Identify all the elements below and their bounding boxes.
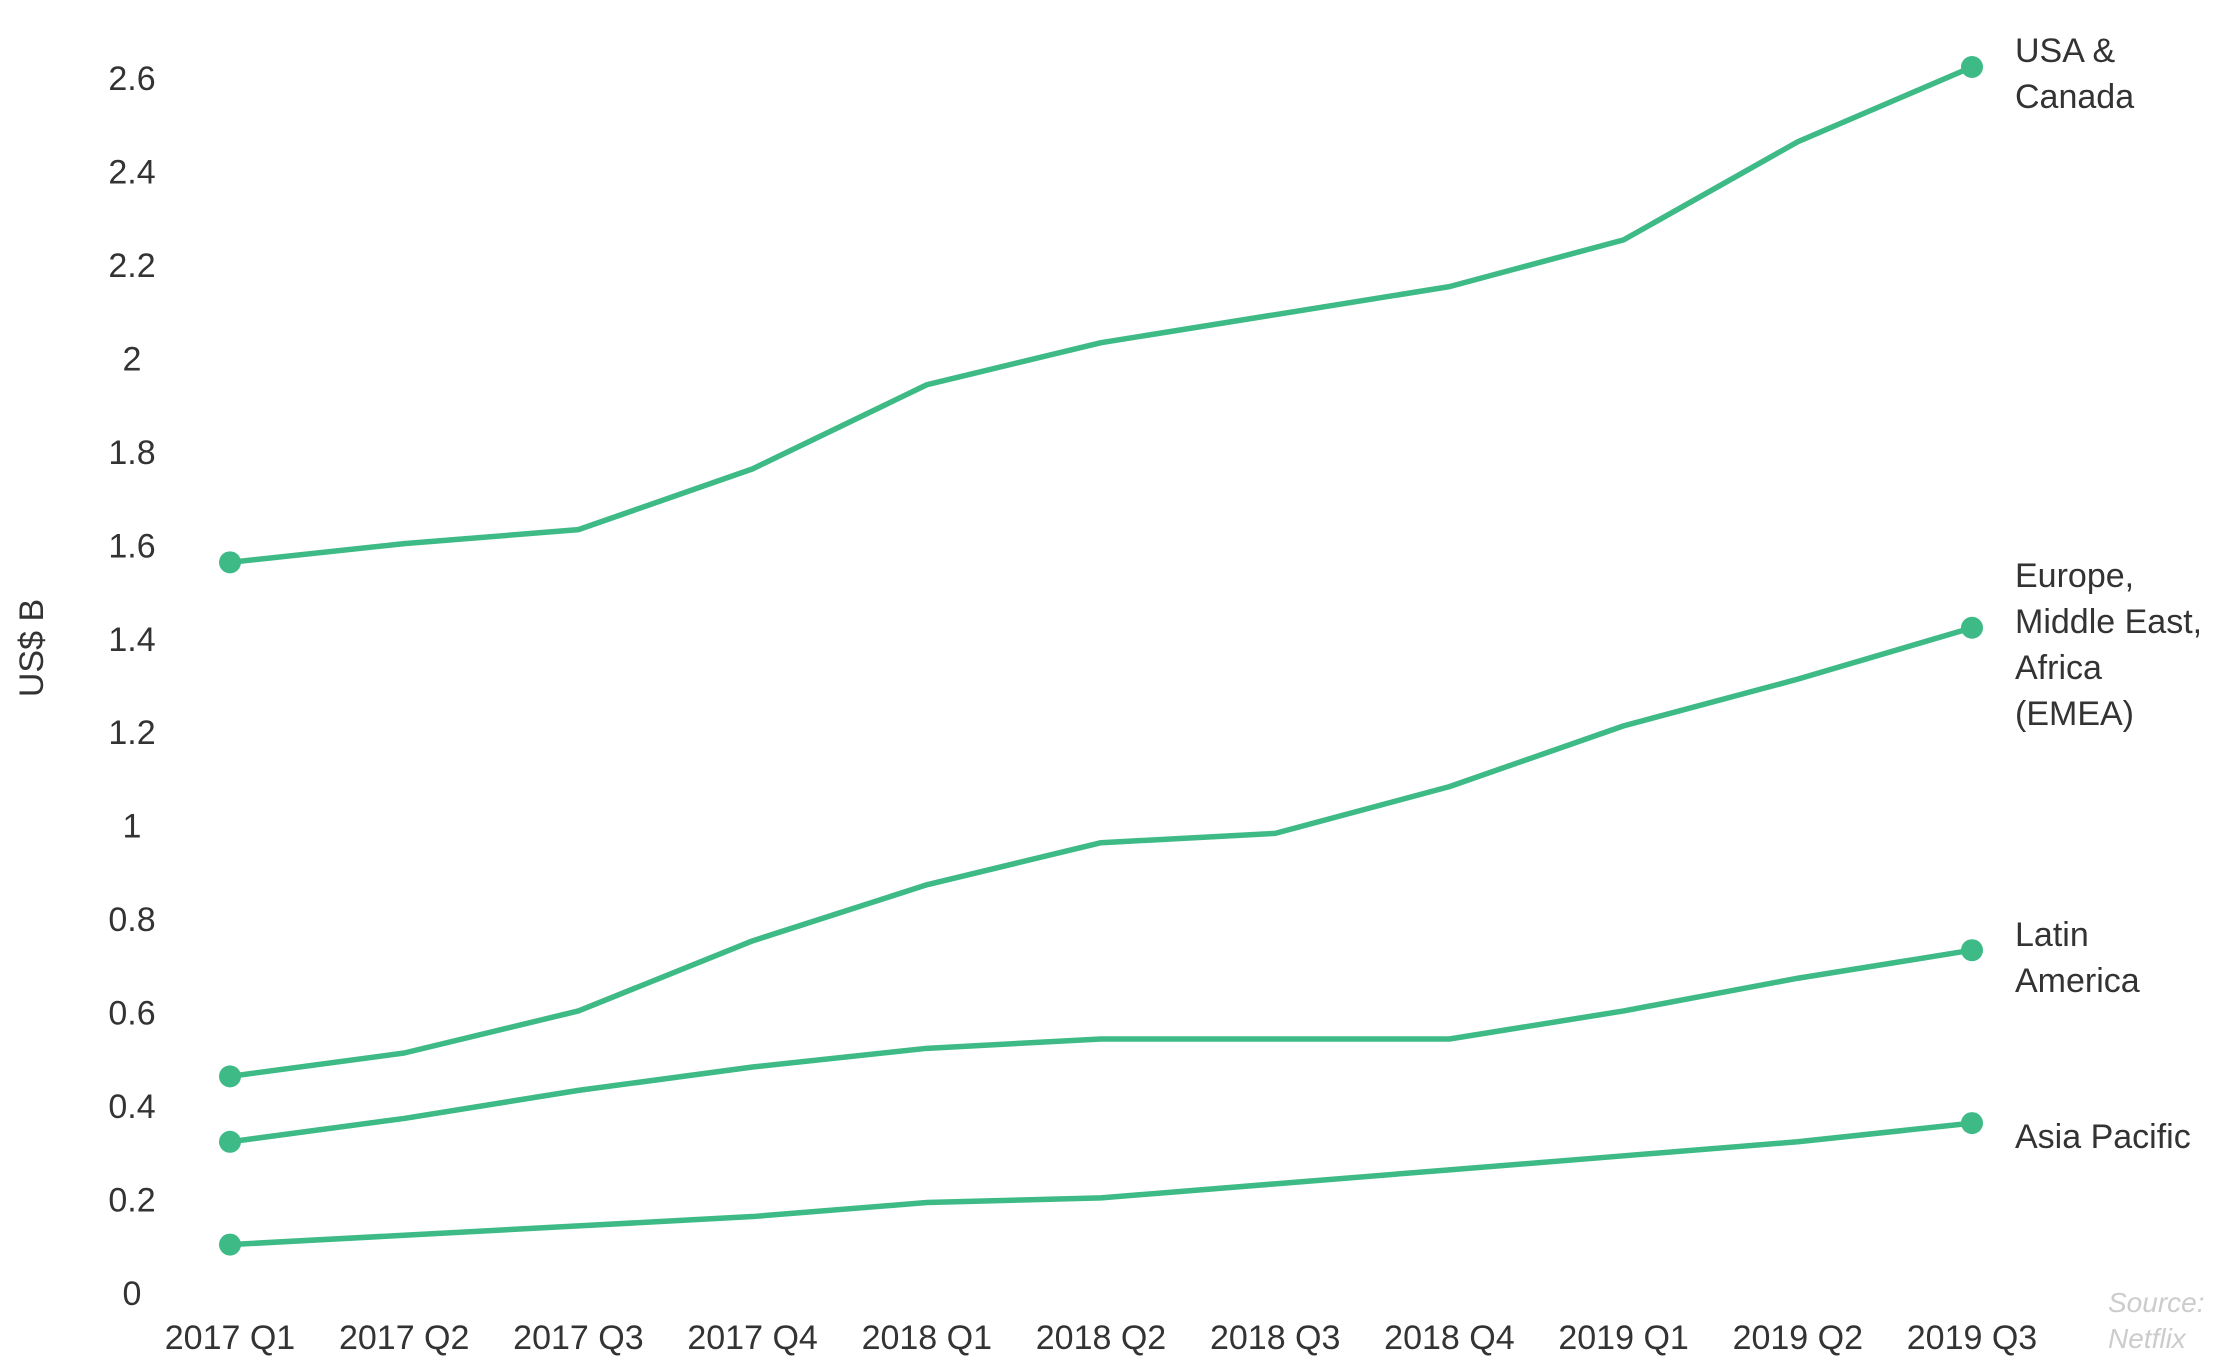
end-point [219, 1130, 241, 1153]
y-tick-label: 0.8 [108, 901, 155, 939]
y-tick-label: 2 [123, 340, 142, 378]
series-label: Latin America [2015, 916, 2140, 1000]
series-line [229, 625, 1973, 1080]
x-tick-label: 2017 Q1 [165, 1319, 295, 1357]
end-point [219, 1065, 241, 1088]
y-tick-label: 0.4 [108, 1088, 155, 1126]
end-point [1961, 616, 1983, 639]
y-tick-label: 0 [123, 1275, 142, 1313]
x-tick-label: 2017 Q2 [339, 1319, 469, 1357]
x-tick-label: 2017 Q4 [687, 1319, 817, 1357]
series-label: Asia Pacific [2015, 1118, 2191, 1156]
x-tick-label: 2019 Q3 [1907, 1319, 2037, 1357]
series-label: Europe, Middle East, Africa (EMEA) [2015, 557, 2203, 733]
end-point [219, 551, 241, 574]
y-tick-label: 1.8 [108, 434, 155, 472]
source-note: Source: Netflix [2108, 1287, 2205, 1354]
y-tick-label: 1.2 [108, 714, 155, 752]
x-tick-label: 2018 Q3 [1210, 1319, 1340, 1357]
x-tick-label: 2017 Q3 [513, 1319, 643, 1357]
end-point [1961, 55, 1983, 78]
y-tick-label: 1.6 [108, 527, 155, 565]
series-line [229, 64, 1974, 566]
y-axis-label: US$ B [13, 599, 51, 697]
series-label: USA & Canada [2015, 32, 2135, 116]
y-tick-label: 2.2 [108, 247, 155, 285]
series-line [229, 947, 1973, 1145]
end-point [1961, 1112, 1983, 1135]
end-point [219, 1233, 241, 1256]
x-tick-label: 2018 Q1 [862, 1319, 992, 1357]
x-tick-label: 2018 Q4 [1384, 1319, 1514, 1357]
y-tick-label: 1 [123, 808, 142, 846]
x-tick-label: 2019 Q2 [1733, 1319, 1863, 1357]
y-tick-label: 1.4 [108, 621, 155, 659]
x-tick-label: 2019 Q1 [1558, 1319, 1688, 1357]
end-point [1961, 939, 1983, 962]
series-line [229, 1120, 1973, 1248]
y-tick-label: 0.6 [108, 995, 155, 1033]
x-tick-label: 2018 Q2 [1036, 1319, 1166, 1357]
y-tick-label: 0.2 [108, 1182, 155, 1220]
y-tick-label: 2.6 [108, 60, 155, 98]
y-tick-label: 2.4 [108, 153, 155, 191]
